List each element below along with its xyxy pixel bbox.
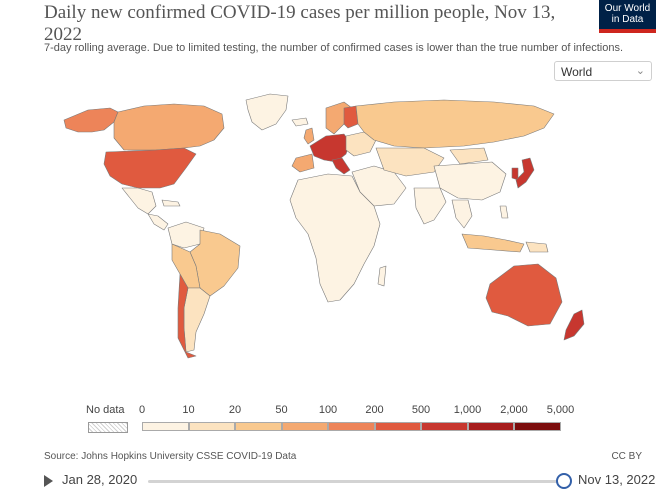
legend-bin[interactable] [421, 422, 468, 431]
country-chile[interactable] [177, 273, 197, 359]
country-alaska[interactable] [63, 107, 119, 133]
world-map [44, 88, 614, 378]
chart-subtitle: 7-day rolling average. Due to limited te… [44, 42, 624, 54]
country-mongolia[interactable] [449, 147, 489, 165]
country-mexico[interactable] [121, 187, 157, 215]
legend-nodata-label: No data [86, 404, 125, 416]
region-central-america[interactable] [147, 213, 169, 231]
timeline-handle[interactable] [556, 473, 572, 489]
legend-bin[interactable] [514, 422, 561, 431]
region-papua[interactable] [525, 241, 549, 253]
region-africa[interactable] [289, 173, 381, 303]
region-select[interactable]: World ⌄ [554, 61, 652, 81]
source-note: Source: Johns Hopkins University CSSE CO… [44, 451, 297, 462]
country-new-zealand[interactable] [563, 309, 585, 341]
legend-tick-label: 0 [138, 404, 146, 416]
region-iberia[interactable] [291, 153, 315, 173]
legend-bin[interactable] [142, 422, 189, 431]
country-india[interactable] [413, 187, 447, 225]
logo-line-2: in Data [611, 14, 644, 25]
region-central-asia[interactable] [375, 147, 445, 177]
region-western-europe[interactable] [309, 133, 351, 163]
country-argentina[interactable] [183, 287, 211, 353]
legend-bin[interactable] [235, 422, 282, 431]
chart-title: Daily new confirmed COVID-19 cases per m… [44, 2, 556, 45]
country-philippines[interactable] [499, 205, 509, 219]
legend-bin[interactable] [281, 422, 328, 431]
country-south-korea[interactable] [511, 167, 519, 181]
country-greenland[interactable] [245, 93, 289, 131]
legend-bin[interactable] [374, 422, 421, 431]
country-usa[interactable] [103, 147, 197, 189]
country-china[interactable] [433, 161, 507, 201]
legend-tick-label: 2,000 [500, 404, 528, 416]
region-italy-balkans[interactable] [331, 157, 351, 175]
legend-nodata-swatch [88, 422, 128, 433]
logo-line-1: Our World [604, 3, 651, 14]
timeline-end-date[interactable]: Nov 13, 2022 [578, 472, 656, 487]
region-southeast-asia[interactable] [451, 199, 473, 229]
owid-logo[interactable]: Our World in Data [599, 0, 656, 33]
country-australia[interactable] [485, 263, 563, 327]
region-northern-south-america[interactable] [167, 221, 205, 249]
legend-tick-label: 100 [318, 404, 338, 416]
legend-bin[interactable] [328, 422, 375, 431]
country-finland[interactable] [343, 105, 359, 129]
region-select-value: World [561, 65, 593, 79]
legend-tick-label: 500 [411, 404, 431, 416]
country-uk[interactable] [303, 127, 315, 145]
color-legend: No data 0 10 20 50 100 200 500 1,000 2,000 5,000 [86, 404, 626, 438]
country-cuba[interactable] [161, 199, 181, 207]
legend-tick-label: 20 [228, 404, 242, 416]
timeline: Jan 28, 2020 Nov 13, 2022 [44, 470, 656, 492]
region-indonesia-malaysia[interactable] [461, 233, 525, 253]
legend-bin[interactable] [188, 422, 235, 431]
country-canada[interactable] [113, 103, 225, 151]
legend-tick-label: 1,000 [453, 404, 482, 416]
legend-tick-label: 10 [182, 404, 195, 416]
legend-bin[interactable] [467, 422, 514, 431]
chevron-down-icon: ⌄ [635, 65, 645, 77]
legend-tick-label: 5,000 [546, 404, 575, 416]
legend-tick-label: 200 [365, 404, 384, 416]
play-icon[interactable] [44, 475, 53, 487]
country-madagascar[interactable] [377, 265, 387, 287]
world-map-svg [63, 93, 585, 359]
country-japan[interactable] [515, 157, 535, 189]
license-label[interactable]: CC BY [611, 451, 642, 462]
country-iceland[interactable] [291, 117, 309, 127]
country-russia[interactable] [355, 99, 555, 149]
timeline-start-date[interactable]: Jan 28, 2020 [62, 472, 138, 487]
timeline-track[interactable] [148, 480, 560, 483]
legend-tick-label: 50 [275, 404, 288, 416]
